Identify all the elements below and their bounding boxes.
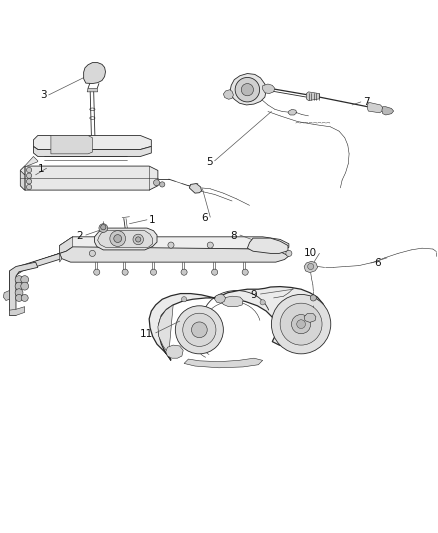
Polygon shape <box>51 135 92 154</box>
Text: 9: 9 <box>251 290 258 300</box>
Circle shape <box>183 313 216 346</box>
Polygon shape <box>215 294 226 303</box>
Circle shape <box>21 276 28 284</box>
Text: 2: 2 <box>76 231 83 241</box>
Polygon shape <box>20 171 25 190</box>
Circle shape <box>242 269 248 275</box>
Circle shape <box>15 276 23 284</box>
Polygon shape <box>304 261 318 272</box>
Polygon shape <box>10 306 25 316</box>
Polygon shape <box>10 253 62 299</box>
Circle shape <box>181 297 187 302</box>
Text: 10: 10 <box>304 247 317 257</box>
Polygon shape <box>10 262 38 316</box>
Polygon shape <box>98 231 152 247</box>
Polygon shape <box>95 228 157 250</box>
Circle shape <box>133 234 144 245</box>
Polygon shape <box>166 345 183 358</box>
Text: 3: 3 <box>40 91 46 100</box>
Text: 1: 1 <box>38 164 44 174</box>
Polygon shape <box>60 237 289 252</box>
Circle shape <box>297 320 305 328</box>
Circle shape <box>89 251 95 256</box>
Circle shape <box>92 67 100 75</box>
Polygon shape <box>60 247 289 262</box>
Circle shape <box>21 282 28 290</box>
Polygon shape <box>20 157 38 175</box>
Circle shape <box>272 294 331 354</box>
Polygon shape <box>33 147 151 157</box>
Circle shape <box>99 224 108 232</box>
Circle shape <box>15 289 23 297</box>
Circle shape <box>191 322 207 338</box>
Circle shape <box>181 269 187 275</box>
Text: 8: 8 <box>231 231 237 241</box>
Circle shape <box>280 303 322 345</box>
Polygon shape <box>4 290 10 301</box>
Polygon shape <box>33 135 151 149</box>
Polygon shape <box>20 166 158 190</box>
Polygon shape <box>367 102 383 113</box>
Polygon shape <box>247 238 288 253</box>
Polygon shape <box>60 237 73 253</box>
Circle shape <box>110 231 126 246</box>
Polygon shape <box>60 253 62 262</box>
Circle shape <box>26 173 32 179</box>
Polygon shape <box>382 107 394 115</box>
Polygon shape <box>149 287 327 360</box>
Text: 6: 6 <box>201 213 208 223</box>
Polygon shape <box>230 74 266 105</box>
Circle shape <box>26 179 32 184</box>
Circle shape <box>175 306 223 354</box>
Polygon shape <box>288 109 297 115</box>
Circle shape <box>26 167 32 173</box>
Text: 6: 6 <box>374 258 381 268</box>
Circle shape <box>241 84 254 96</box>
Circle shape <box>168 242 174 248</box>
Circle shape <box>153 180 159 185</box>
Circle shape <box>286 251 292 256</box>
Circle shape <box>291 314 311 334</box>
Circle shape <box>260 300 265 305</box>
Polygon shape <box>263 84 275 94</box>
Circle shape <box>94 269 100 275</box>
Circle shape <box>114 235 122 243</box>
Polygon shape <box>304 313 316 322</box>
Circle shape <box>159 182 165 187</box>
Polygon shape <box>223 90 233 99</box>
Circle shape <box>21 294 28 302</box>
Text: 1: 1 <box>149 215 156 225</box>
Circle shape <box>15 282 23 290</box>
Circle shape <box>122 269 128 275</box>
Polygon shape <box>221 296 243 306</box>
Polygon shape <box>158 305 173 354</box>
Text: 11: 11 <box>139 329 152 339</box>
Polygon shape <box>84 62 106 84</box>
Circle shape <box>26 184 32 190</box>
Circle shape <box>212 269 218 275</box>
Polygon shape <box>306 92 319 101</box>
Circle shape <box>150 269 156 275</box>
Polygon shape <box>10 237 73 279</box>
Text: 7: 7 <box>363 97 370 107</box>
Text: 5: 5 <box>206 157 212 167</box>
Circle shape <box>235 77 260 102</box>
Circle shape <box>207 242 213 248</box>
Polygon shape <box>189 183 201 193</box>
Circle shape <box>101 224 106 230</box>
Circle shape <box>307 263 314 270</box>
Circle shape <box>15 294 22 302</box>
Circle shape <box>136 237 141 242</box>
Polygon shape <box>87 88 98 92</box>
Polygon shape <box>184 358 263 368</box>
Circle shape <box>310 295 316 301</box>
